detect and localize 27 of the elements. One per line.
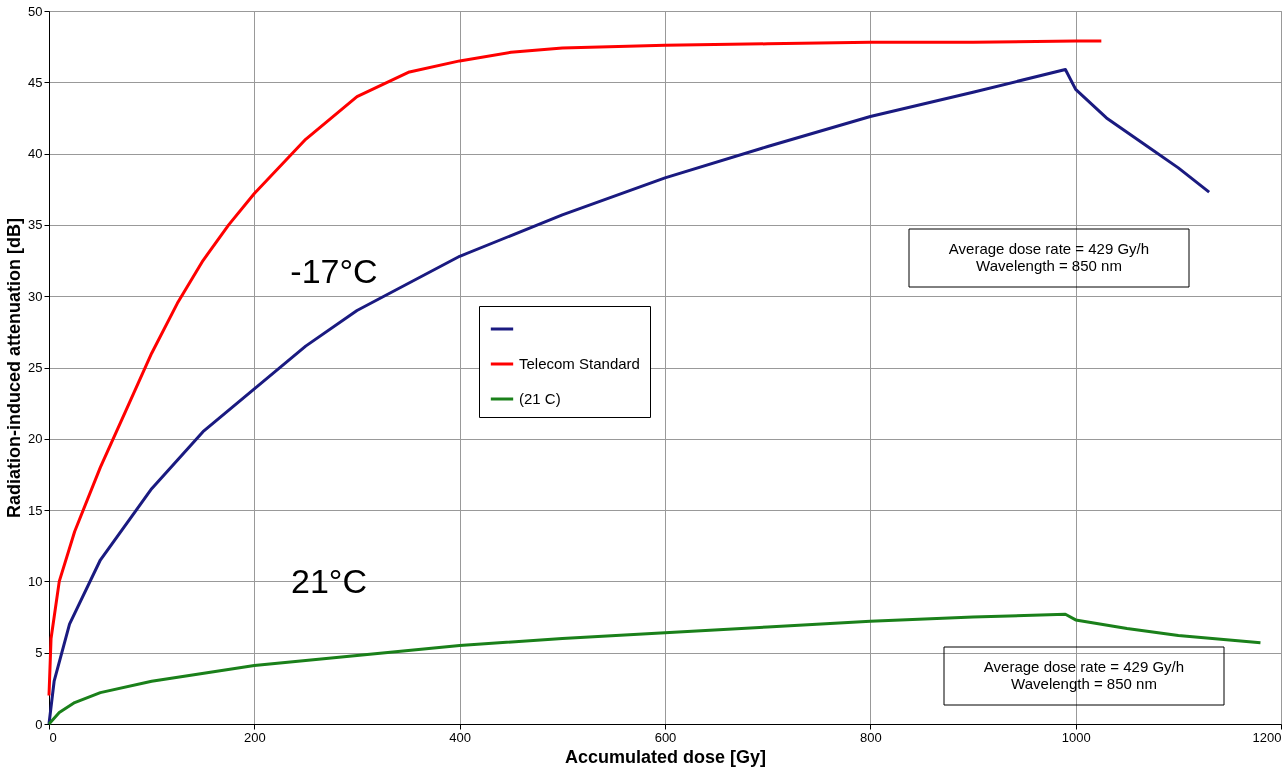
annotation: 21°C — [291, 562, 367, 600]
y-tick-label: 40 — [28, 146, 43, 162]
legend-label: Telecom Standard — [519, 355, 640, 372]
y-tick-label: 45 — [28, 74, 43, 90]
annotation: Average dose rate = 429 Gy/h Wavelength = 850 nm — [948, 240, 1150, 274]
y-tick-label: 0 — [35, 716, 43, 732]
x-tick-label: 200 — [243, 729, 266, 745]
line-series — [47, 612, 1262, 726]
x-tick-label: 600 — [654, 729, 677, 745]
y-tick-label: 15 — [28, 502, 43, 518]
y-tick-label: 50 — [28, 3, 43, 19]
annotation: -17°C — [290, 252, 378, 290]
x-tick-label: 1000 — [1061, 729, 1091, 745]
y-tick-label: 30 — [28, 288, 43, 304]
y-tick-label: 5 — [35, 645, 43, 661]
x-tick-label: 800 — [859, 729, 882, 745]
y-tick-label: 20 — [28, 431, 43, 447]
y-axis-title: Radiation-induced attenuation [dB] — [4, 218, 25, 518]
x-tick-label: 1200 — [1252, 729, 1282, 745]
y-tick-label: 35 — [28, 217, 43, 233]
annotation: Average dose rate = 429 Gy/h Wavelength = 850 nm — [983, 658, 1185, 692]
x-tick-label: 400 — [449, 729, 472, 745]
y-tick-label: 10 — [28, 573, 43, 589]
x-tick-label: 0 — [49, 729, 57, 745]
y-tick-label: 25 — [28, 360, 43, 375]
legend-label: (21 C) — [519, 390, 561, 407]
x-axis-title: Accumulated dose [Gy] — [564, 746, 767, 767]
